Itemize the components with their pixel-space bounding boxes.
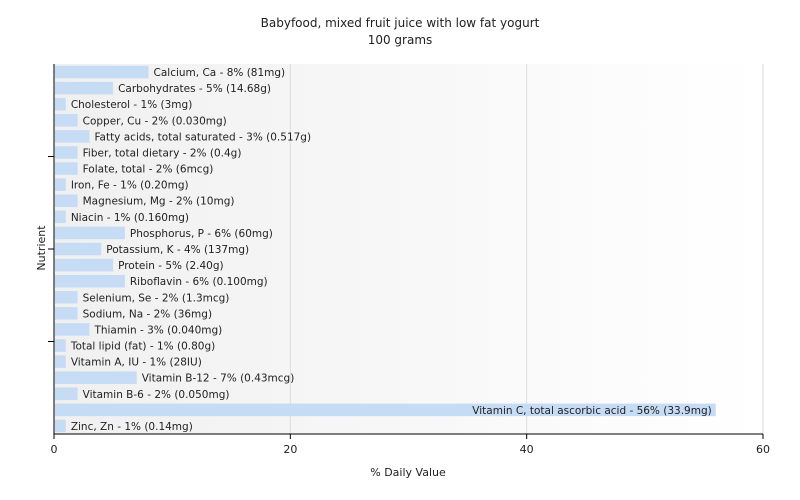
bar-6 bbox=[55, 162, 78, 175]
bar-label-21: Vitamin C, total ascorbic acid - 56% (33… bbox=[472, 405, 711, 417]
axes: 0 20 40 60 bbox=[48, 64, 770, 456]
bar-9 bbox=[55, 210, 66, 224]
bar-label-14: Selenium, Se - 2% (1.3mcg) bbox=[83, 292, 230, 304]
bar-13 bbox=[55, 274, 125, 288]
bars: Calcium, Ca - 8% (81mg) Carbohydrates - 5… bbox=[55, 65, 716, 433]
bar-label-4: Fatty acids, total saturated - 3% (0.517… bbox=[94, 131, 311, 143]
bar-label-17: Total lipid (fat) - 1% (0.80g) bbox=[70, 341, 215, 353]
bar-label-13: Riboflavin - 6% (0.100mg) bbox=[130, 276, 268, 288]
bar-3 bbox=[55, 114, 78, 127]
y-axis-label: Nutrient bbox=[35, 225, 48, 271]
bar-0 bbox=[55, 65, 149, 79]
bar-label-18: Vitamin A, IU - 1% (28IU) bbox=[71, 357, 202, 369]
bar-label-10: Phosphorus, P - 6% (60mg) bbox=[130, 228, 273, 240]
bar-label-5: Fiber, total dietary - 2% (0.4g) bbox=[83, 147, 242, 159]
bar-11 bbox=[55, 242, 102, 256]
bar-5 bbox=[55, 146, 78, 159]
bar-label-1: Carbohydrates - 5% (14.68g) bbox=[118, 83, 271, 95]
bar-17 bbox=[55, 339, 66, 352]
bar-label-7: Iron, Fe - 1% (0.20mg) bbox=[71, 180, 189, 192]
bar-22 bbox=[55, 419, 66, 433]
x-tick-label-2: 40 bbox=[520, 443, 534, 456]
bar-15 bbox=[55, 307, 78, 320]
bar-4 bbox=[55, 130, 90, 143]
bar-2 bbox=[55, 97, 66, 111]
bar-1 bbox=[55, 81, 114, 95]
x-axis-label: % Daily Value bbox=[370, 466, 446, 479]
bar-8 bbox=[55, 194, 78, 208]
bar-label-12: Protein - 5% (2.40g) bbox=[118, 260, 224, 272]
bar-label-22: Zinc, Zn - 1% (0.14mg) bbox=[71, 421, 193, 433]
bar-label-20: Vitamin B-6 - 2% (0.050mg) bbox=[83, 389, 230, 401]
bar-label-15: Sodium, Na - 2% (36mg) bbox=[83, 308, 212, 320]
bar-label-9: Niacin - 1% (0.160mg) bbox=[71, 212, 189, 224]
x-tick-label-1: 20 bbox=[283, 443, 297, 456]
bar-label-6: Folate, total - 2% (6mcg) bbox=[83, 164, 214, 176]
bar-label-19: Vitamin B-12 - 7% (0.43mcg) bbox=[142, 373, 295, 385]
bar-16 bbox=[55, 323, 90, 336]
bar-19 bbox=[55, 371, 137, 384]
x-tick-label-0: 0 bbox=[51, 443, 58, 456]
grid-lines bbox=[289, 64, 764, 434]
chart-title: Babyfood, mixed fruit juice with low fat… bbox=[261, 16, 540, 30]
chart-subtitle: 100 grams bbox=[368, 33, 433, 47]
plot-area bbox=[54, 64, 763, 434]
bar-label-3: Copper, Cu - 2% (0.030mg) bbox=[83, 115, 227, 127]
bar-12 bbox=[55, 258, 114, 272]
bar-label-2: Cholesterol - 1% (3mg) bbox=[71, 99, 193, 111]
bar-21 bbox=[55, 403, 716, 417]
bar-14 bbox=[55, 290, 78, 304]
bar-20 bbox=[55, 387, 78, 401]
bar-7 bbox=[55, 178, 66, 191]
bar-label-0: Calcium, Ca - 8% (81mg) bbox=[154, 67, 286, 79]
bar-label-11: Potassium, K - 4% (137mg) bbox=[106, 244, 249, 256]
bar-18 bbox=[55, 355, 66, 368]
x-tick-label-3: 60 bbox=[756, 443, 770, 456]
bar-label-8: Magnesium, Mg - 2% (10mg) bbox=[83, 196, 235, 208]
bar-label-16: Thiamin - 3% (0.040mg) bbox=[93, 324, 222, 336]
bar-10 bbox=[55, 226, 125, 240]
